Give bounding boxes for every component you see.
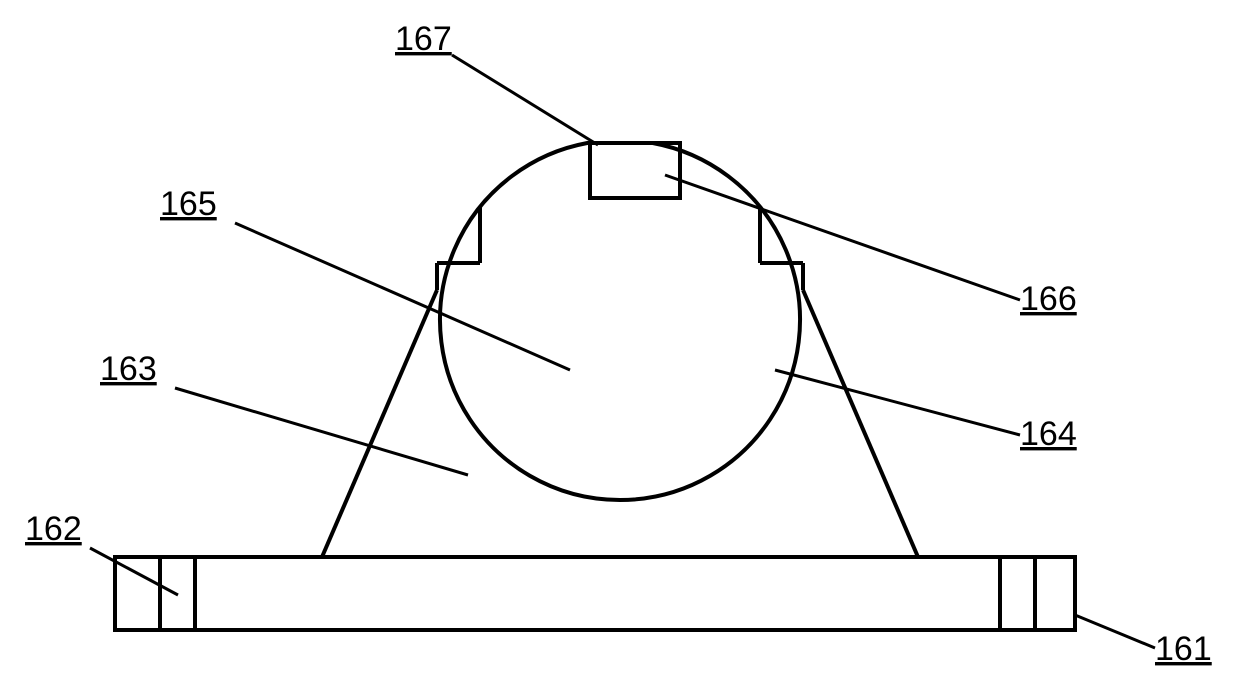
leader-164 xyxy=(775,370,1020,435)
label-165: 165 xyxy=(160,185,217,223)
leader-167 xyxy=(452,55,598,145)
label-167: 167 xyxy=(395,20,452,58)
label-163: 163 xyxy=(100,350,157,388)
label-164: 164 xyxy=(1020,415,1077,453)
base-plate xyxy=(115,557,1075,630)
figure-svg: 167 165 163 162 161 166 164 xyxy=(0,0,1240,699)
label-161: 161 xyxy=(1155,630,1212,668)
leader-161 xyxy=(1075,615,1155,648)
leader-163 xyxy=(175,388,468,475)
cup-flare-right xyxy=(803,290,918,557)
label-162: 162 xyxy=(25,510,82,548)
label-166: 166 xyxy=(1020,280,1077,318)
cup-flare-left xyxy=(322,290,437,557)
